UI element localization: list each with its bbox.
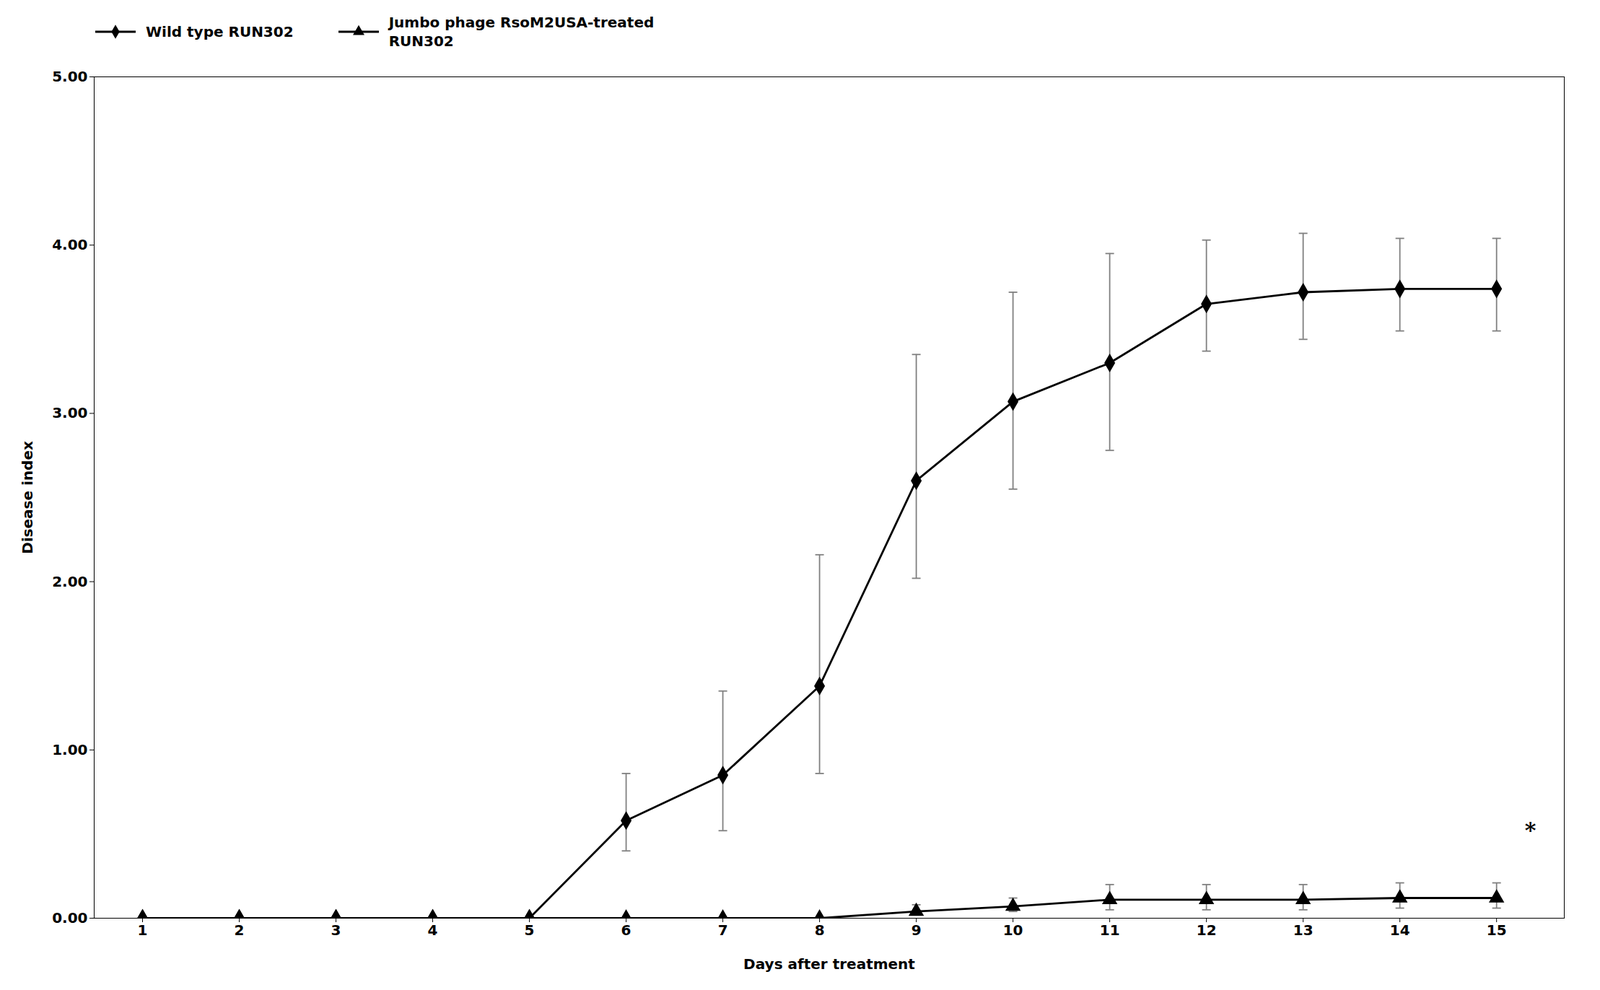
svg-text:*: * [1524, 817, 1537, 843]
svg-text:15: 15 [1486, 921, 1507, 939]
svg-text:6: 6 [621, 921, 632, 939]
svg-text:1: 1 [137, 921, 148, 939]
svg-text:4: 4 [427, 921, 439, 939]
svg-text:10: 10 [1003, 921, 1024, 939]
svg-text:8: 8 [814, 921, 825, 939]
svg-text:Disease index: Disease index [18, 440, 37, 555]
svg-text:4.00: 4.00 [51, 235, 88, 254]
svg-text:7: 7 [718, 921, 729, 939]
svg-text:2: 2 [234, 921, 245, 939]
svg-text:1.00: 1.00 [51, 741, 88, 759]
svg-text:3.00: 3.00 [51, 404, 88, 422]
svg-text:13: 13 [1293, 921, 1314, 939]
html-text:Wild type RUN302: Wild type RUN302 [145, 23, 294, 41]
svg-text:5.00: 5.00 [51, 67, 88, 86]
svg-text:Days after treatment: Days after treatment [743, 955, 916, 973]
svg-text:11: 11 [1099, 921, 1121, 939]
svg-text:0.00: 0.00 [51, 909, 88, 927]
html-text:Jumbo phage RsoM2USA-treated R: Jumbo phage RsoM2USA-treated RUN302 [388, 13, 655, 50]
svg-text:3: 3 [331, 921, 342, 939]
svg-text:9: 9 [911, 921, 922, 939]
svg-text:14: 14 [1389, 921, 1411, 939]
svg-text:12: 12 [1196, 921, 1217, 939]
svg-text:2.00: 2.00 [51, 573, 88, 591]
svg-text:5: 5 [524, 921, 535, 939]
